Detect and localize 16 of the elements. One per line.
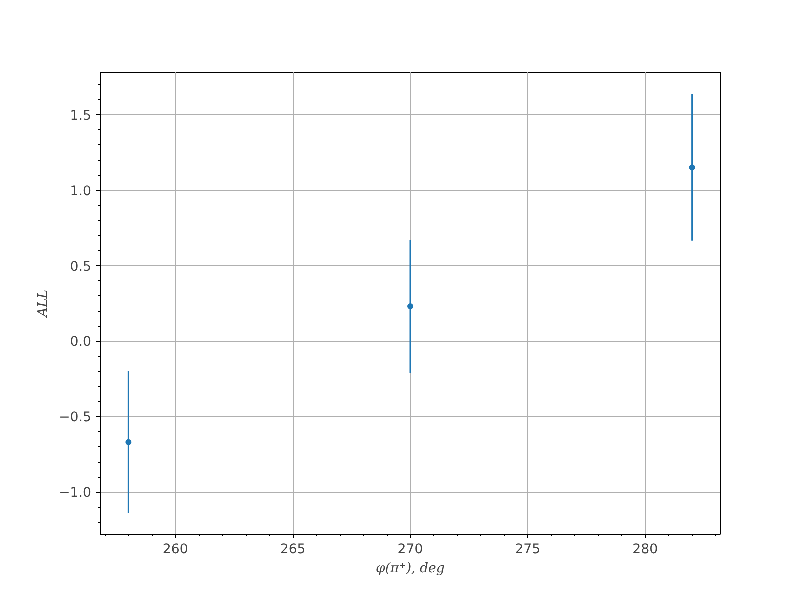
point (408, 304, 414, 310)
y-tick-label: 1.0 (70, 184, 92, 200)
point (689, 164, 696, 171)
y-tick-label: −1.0 (59, 486, 92, 502)
y-tick-label: 0.0 (70, 335, 92, 350)
x-tick-label: 270 (398, 542, 424, 558)
x-tick-label: 275 (515, 542, 541, 558)
x-tick-label: 265 (280, 542, 306, 558)
y-tick-label: 0.5 (70, 260, 92, 275)
y-axis-title: ALL (36, 290, 52, 320)
point (126, 439, 132, 446)
x-tick-label: 280 (632, 542, 658, 558)
y-tick-label: −0.5 (59, 410, 92, 426)
y-tick-label: 1.5 (70, 108, 92, 124)
x-axis-title: φ(π⁺), deg (376, 562, 445, 576)
x-tick-label: 260 (162, 542, 188, 558)
